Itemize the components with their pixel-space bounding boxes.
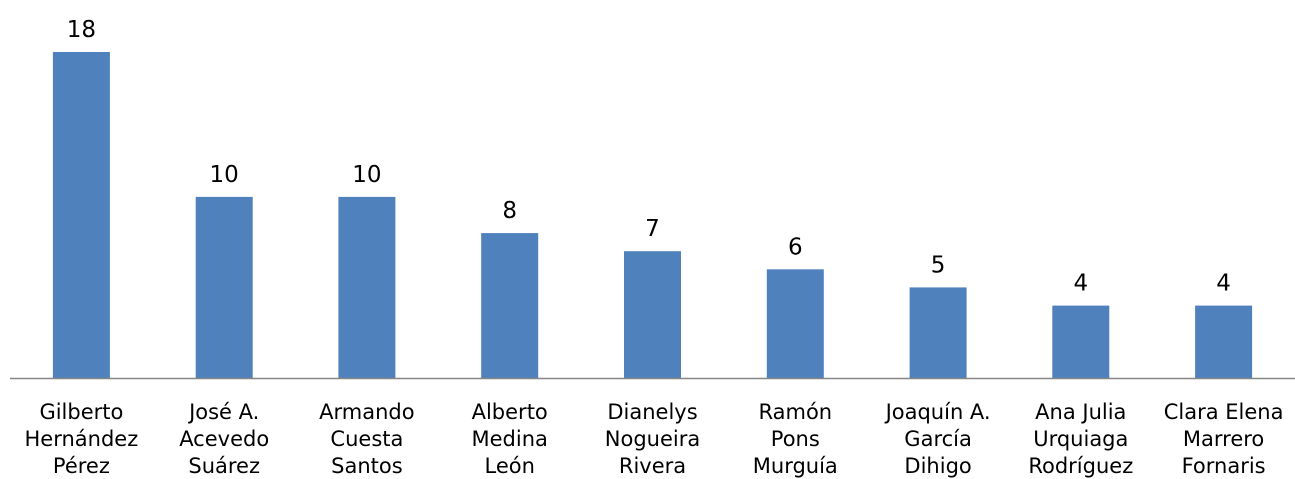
category-label-1: Gilberto Hernández Pérez [25,400,139,478]
category-label-line: Joaquín A. [884,400,991,424]
category-label-line: Ramón [758,400,832,424]
category-label-line: Dihigo [904,454,971,478]
category-label-4: Alberto Medina León [472,400,548,478]
bars-group [52,52,1253,378]
value-labels-group: 18 10 10 8 7 6 5 4 4 [67,17,1231,297]
category-label-line: León [484,454,534,478]
category-label-7: Joaquín A. García Dihigo [884,400,991,478]
bar-1 [52,52,110,378]
bar-value-label-3: 10 [352,162,381,188]
bar-7 [909,287,967,378]
bar-value-label-6: 6 [788,234,803,260]
category-label-9: Clara Elena Marrero Fornaris [1164,400,1284,478]
category-label-line: Alberto [472,400,548,424]
bar-9 [1195,305,1253,378]
category-label-5: Dianelys Nogueira Rivera [605,400,700,478]
bar-6 [766,269,824,378]
category-label-line: Medina [472,427,548,451]
category-label-line: José A. [187,400,259,424]
bar-value-label-7: 5 [931,252,946,278]
category-label-line: Santos [331,454,403,478]
bar-2 [195,196,253,378]
bar-4 [481,233,539,378]
category-label-line: Gilberto [39,400,123,424]
category-label-line: García [904,427,972,451]
bar-value-label-5: 7 [645,216,660,242]
bar-value-label-2: 10 [210,162,239,188]
category-label-line: Rivera [619,454,686,478]
category-label-line: Acevedo [179,427,269,451]
category-label-8: Ana Julia Urquiaga Rodríguez [1028,400,1133,478]
category-label-line: Marrero [1183,427,1264,451]
bar-8 [1052,305,1110,378]
category-label-line: Pons [771,427,820,451]
category-label-line: Urquiaga [1033,427,1128,451]
bar-value-label-4: 8 [502,198,517,224]
category-label-line: Ana Julia [1035,400,1126,424]
category-label-6: Ramón Pons Murguía [753,400,838,478]
category-label-line: Dianelys [607,400,697,424]
bar-value-label-8: 4 [1073,271,1088,297]
bar-3 [338,196,396,378]
category-label-3: Armando Cuesta Santos [319,400,414,478]
category-label-line: Rodríguez [1028,454,1133,478]
category-labels-group: Gilberto Hernández Pérez José A. Acevedo Suár… [25,400,1284,478]
category-label-line: Suárez [188,454,260,478]
category-label-line: Fornaris [1182,454,1266,478]
category-label-line: Cuesta [330,427,403,451]
category-label-line: Pérez [53,454,110,478]
category-label-line: Clara Elena [1164,400,1284,424]
category-label-line: Armando [319,400,414,424]
category-label-2: José A. Acevedo Suárez [179,400,269,478]
bar-value-label-1: 18 [67,17,96,43]
category-label-line: Murguía [753,454,838,478]
category-label-line: Hernández [25,427,139,451]
bar-5 [624,251,681,378]
bar-value-label-9: 4 [1216,271,1231,297]
category-label-line: Nogueira [605,427,700,451]
